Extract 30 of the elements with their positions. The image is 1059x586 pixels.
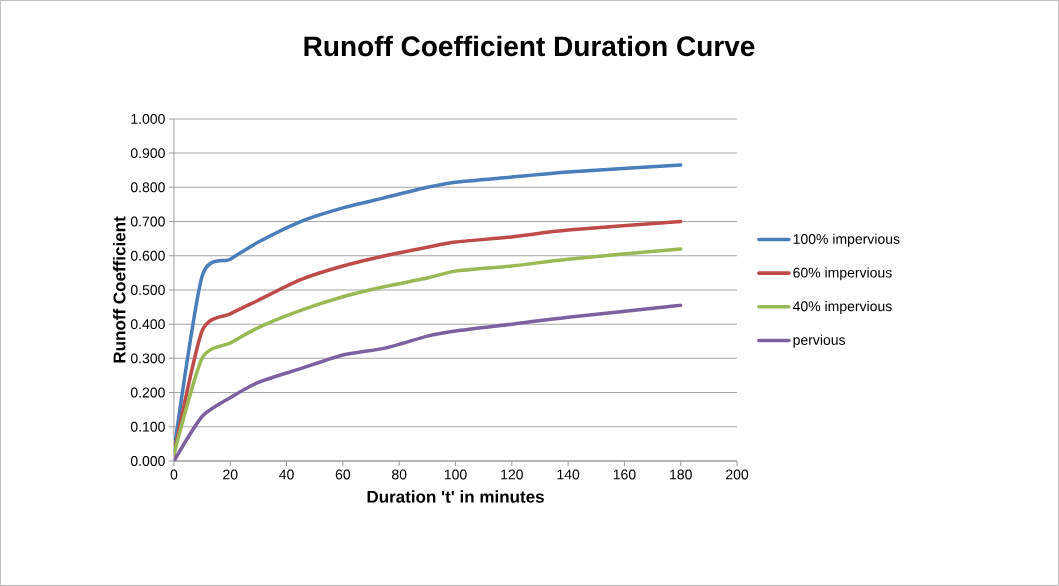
x-tick-label: 160 — [613, 469, 636, 480]
x-tick-label: 180 — [670, 469, 692, 480]
y-tick-label: 0.600 — [130, 250, 165, 261]
x-tick-label: 80 — [392, 469, 407, 480]
x-tick-label: 200 — [726, 469, 749, 480]
legend-label: 60% impervious — [793, 267, 892, 281]
y-tick-label: 0.100 — [130, 421, 165, 432]
x-tick-label: 40 — [279, 469, 294, 480]
y-tick-label: 0.700 — [130, 216, 165, 227]
x-tick-label: 120 — [501, 469, 523, 480]
legend-label: pervious — [793, 334, 846, 348]
x-axis-title: Duration 't' in minutes — [367, 490, 544, 503]
y-axis-title: Runoff Coefficient — [113, 216, 126, 363]
x-tick-label: 60 — [335, 469, 351, 480]
line-series — [173, 303, 683, 462]
y-tick-label: 0.400 — [130, 319, 165, 330]
y-tick-label: 0.200 — [130, 387, 165, 398]
y-tick-label: 1.000 — [131, 113, 165, 124]
y-tick-label: 0.300 — [130, 353, 165, 364]
y-tick-label: 0.800 — [130, 182, 165, 193]
y-tick-label: 0.500 — [130, 285, 165, 295]
x-tick-label: 20 — [223, 469, 238, 480]
x-tick-label: 140 — [557, 469, 580, 480]
x-tick-label: 0 — [170, 469, 178, 480]
chart-title: Runoff Coefficient Duration Curve — [304, 35, 755, 57]
legend-label: 100% impervious — [793, 233, 900, 247]
y-tick-label: 0.000 — [130, 456, 165, 466]
x-tick-label: 100 — [444, 469, 467, 480]
legend-label: 40% impervious — [792, 301, 892, 315]
y-tick-label: 0.900 — [130, 148, 165, 159]
